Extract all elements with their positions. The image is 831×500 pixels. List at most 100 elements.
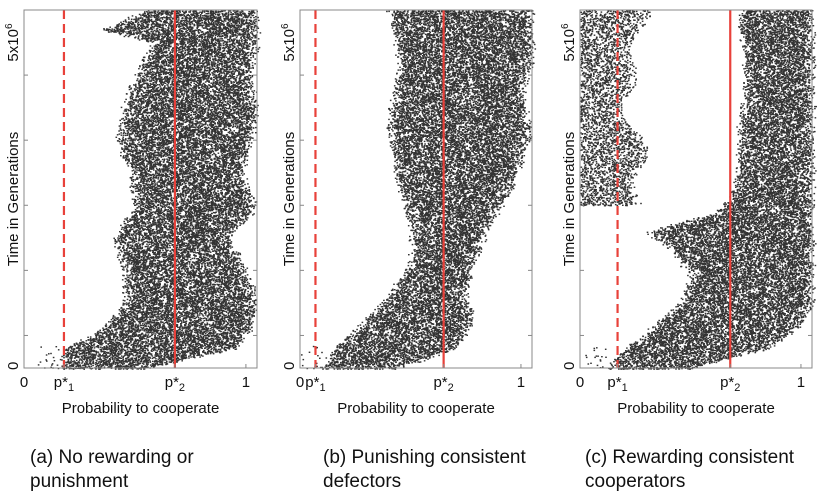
scatter-point xyxy=(125,327,127,328)
scatter-point xyxy=(147,350,149,351)
scatter-point xyxy=(158,343,160,344)
scatter-point xyxy=(131,330,133,331)
scatter-point xyxy=(135,339,137,340)
scatter-point xyxy=(98,363,100,364)
scatter-point xyxy=(198,353,200,354)
scatter-point xyxy=(161,351,163,352)
scatter-point xyxy=(108,360,110,361)
scatter-point xyxy=(88,365,90,366)
scatter-point xyxy=(127,342,129,343)
scatter-point xyxy=(227,344,229,345)
scatter-point xyxy=(184,334,186,335)
scatter-point xyxy=(149,327,151,328)
scatter-point xyxy=(84,355,86,356)
scatter-point xyxy=(134,330,136,331)
scatter-point xyxy=(145,357,147,358)
scatter-point xyxy=(135,345,137,346)
scatter-point xyxy=(194,330,196,331)
scatter-point xyxy=(156,337,158,338)
scatter-point xyxy=(161,343,163,344)
scatter-point xyxy=(126,333,128,334)
scatter-point xyxy=(145,341,147,342)
scatter-point xyxy=(72,354,74,355)
scatter-point xyxy=(90,357,92,358)
scatter-point xyxy=(144,361,146,362)
scatter-point xyxy=(181,336,183,337)
scatter-point xyxy=(229,345,231,346)
scatter-point xyxy=(144,345,146,346)
scatter-point xyxy=(162,360,164,361)
scatter-point xyxy=(234,341,236,342)
scatter-point xyxy=(109,326,111,327)
scatter-point xyxy=(119,334,121,335)
scatter-point xyxy=(155,333,157,334)
scatter-point xyxy=(210,338,212,339)
scatter-point xyxy=(201,329,203,330)
scatter-point xyxy=(60,359,62,360)
scatter-point xyxy=(235,343,237,344)
scatter-point xyxy=(110,357,112,358)
scatter-point xyxy=(202,355,204,356)
scatter-point xyxy=(140,363,142,364)
scatter-point xyxy=(162,331,164,332)
scatter-point xyxy=(212,340,214,341)
scatter-point xyxy=(168,326,170,327)
scatter-point xyxy=(200,346,202,347)
scatter-point xyxy=(146,345,148,346)
scatter-point xyxy=(187,335,189,336)
scatter-point xyxy=(137,339,139,340)
scatter-point xyxy=(153,364,155,365)
scatter-point xyxy=(146,362,148,363)
scatter-point xyxy=(100,347,102,348)
scatter-point xyxy=(133,350,135,351)
scatter-point xyxy=(160,360,162,361)
scatter-point xyxy=(162,342,164,343)
scatter-point xyxy=(202,327,204,328)
scatter-point xyxy=(242,329,244,330)
scatter-point xyxy=(154,360,156,361)
scatter-point xyxy=(237,329,239,330)
scatter-point xyxy=(127,338,129,339)
scatter-point xyxy=(138,362,140,363)
scatter-point xyxy=(141,341,143,342)
scatter-point xyxy=(188,333,190,334)
scatter-point xyxy=(201,336,203,337)
scatter-point xyxy=(138,359,140,360)
scatter-point xyxy=(112,348,114,349)
scatter-point xyxy=(117,342,119,343)
scatter-point xyxy=(112,344,114,345)
scatter-point xyxy=(142,329,144,330)
scatter-point xyxy=(89,362,91,363)
scatter-point xyxy=(120,344,122,345)
scatter-point xyxy=(83,341,85,342)
scatter-point xyxy=(223,344,225,345)
scatter-point xyxy=(87,360,89,361)
scatter-point xyxy=(219,337,221,338)
scatter-point xyxy=(73,348,75,349)
scatter-point xyxy=(90,336,92,337)
scatter-point xyxy=(221,326,223,327)
scatter-point xyxy=(194,335,196,336)
scatter-point xyxy=(169,350,171,351)
scatter-point xyxy=(120,328,122,329)
scatter-point xyxy=(208,333,210,334)
scatter-point xyxy=(125,352,127,353)
scatter-point xyxy=(151,346,153,347)
scatter-point xyxy=(82,352,84,353)
scatter-point xyxy=(213,348,215,349)
scatter-point xyxy=(168,355,170,356)
scatter-point xyxy=(108,366,110,367)
scatter-point xyxy=(100,349,102,350)
scatter-point xyxy=(226,340,228,341)
scatter-point xyxy=(119,357,121,358)
scatter-point xyxy=(119,350,121,351)
scatter-point xyxy=(138,331,140,332)
scatter-point xyxy=(167,334,169,335)
scatter-point xyxy=(198,341,200,342)
scatter-point xyxy=(127,337,129,338)
scatter-point xyxy=(238,327,240,328)
scatter-point xyxy=(203,350,205,351)
scatter-point xyxy=(142,363,144,364)
scatter-point xyxy=(137,352,139,353)
